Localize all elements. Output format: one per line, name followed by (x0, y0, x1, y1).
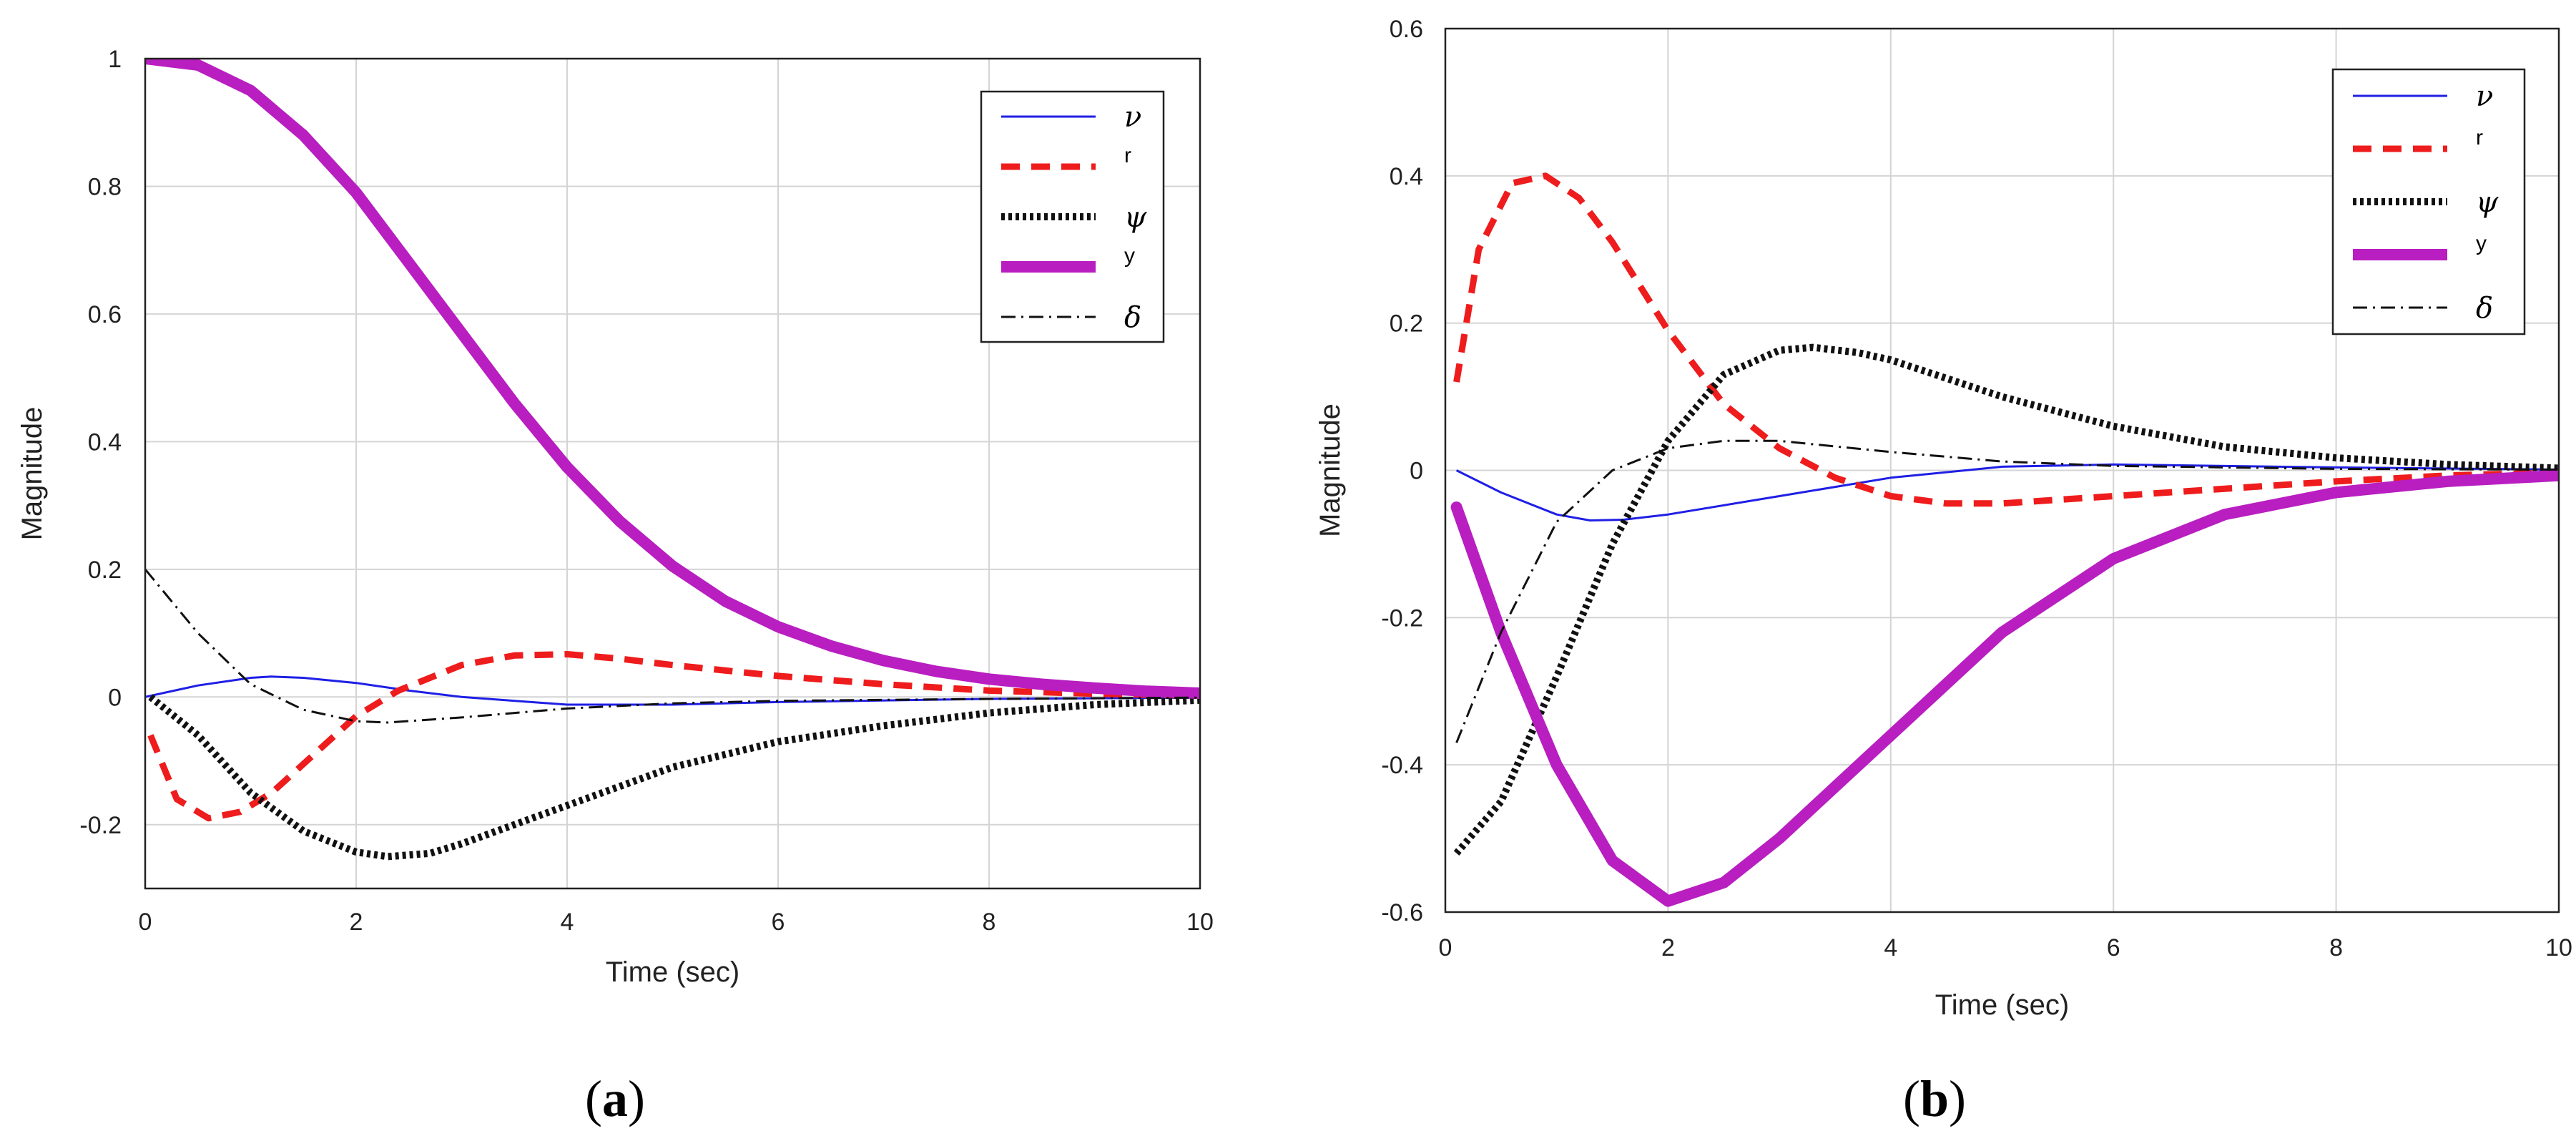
y-tick-label: -0.4 (1381, 752, 1423, 779)
y-tick-label: 0.4 (1390, 163, 1423, 190)
y-tick-label: 0.6 (88, 301, 122, 328)
y-axis-label: Magnitude (16, 407, 48, 541)
legend-label: ψ (2476, 186, 2499, 219)
y-tick-label: 0.2 (88, 557, 122, 584)
x-tick-label: 0 (1439, 934, 1452, 961)
x-tick-label: 4 (561, 909, 574, 936)
chart-a: 0 2 4 6 8 10 -0.2 0 0.2 0.4 0.6 0.8 1 Time (sec) Magni… (16, 46, 1214, 1127)
panel-letter: b (1920, 1070, 1949, 1127)
legend-label: ν (2476, 80, 2493, 113)
panel-label: (b) (1903, 1070, 1966, 1127)
series-line-nu (1455, 463, 2559, 522)
y-tick-label: -0.6 (1381, 899, 1423, 926)
legend-label: δ (1124, 301, 1141, 334)
x-tick-label: 2 (1661, 934, 1675, 961)
series-line-nu (145, 675, 1200, 706)
legend-label: ψ (1124, 201, 1147, 234)
y-tick-label: 0.6 (1390, 16, 1423, 43)
x-tick-label: 2 (350, 909, 363, 936)
series-line-psi (148, 694, 1200, 861)
x-tick-label: 8 (2329, 934, 2343, 961)
y-tick-label: 0 (108, 684, 122, 711)
y-tick-label: 0.8 (88, 173, 122, 200)
x-tick-label: 8 (983, 909, 996, 936)
x-tick-label: 0 (139, 909, 152, 936)
axes-frame (1444, 27, 2560, 914)
legend-label: r (1124, 144, 1131, 167)
legend-label: δ (2476, 292, 2493, 325)
chart-b: 0 2 4 6 8 10 -0.6 -0.4 -0.2 0 0.2 0.4 0.6 Time (sec) M… (1314, 16, 2572, 1127)
legend-box (2331, 68, 2526, 336)
x-tick-label: 4 (1884, 934, 1897, 961)
x-tick-label: 10 (2545, 934, 2572, 961)
panel-label: (a) (585, 1070, 645, 1127)
series-line-r (147, 651, 1200, 822)
x-tick-label: 10 (1186, 909, 1214, 936)
series-line-r (1453, 172, 2559, 507)
y-tick-label: 0.2 (1390, 310, 1423, 338)
axes-frame (144, 57, 1201, 890)
y-tick-label: 1 (108, 46, 122, 73)
series-line-y (1450, 469, 2559, 907)
series-line-y (145, 59, 1200, 699)
legend-label: y (2476, 232, 2487, 255)
panel-letter: a (602, 1070, 628, 1127)
y-tick-label: 0 (1410, 458, 1423, 485)
x-tick-label: 6 (772, 909, 785, 936)
x-axis-label: Time (sec) (1935, 989, 2069, 1021)
y-tick-label: -0.2 (79, 812, 122, 839)
x-axis-label: Time (sec) (606, 956, 739, 988)
x-tick-label: 6 (2107, 934, 2120, 961)
y-tick-label: 0.4 (88, 429, 122, 456)
legend-label: y (1124, 244, 1135, 268)
legend-label: ν (1124, 101, 1141, 134)
legend-label: r (2476, 126, 2483, 150)
series-line-delta (145, 568, 1200, 724)
y-axis-label: Magnitude (1314, 403, 1346, 537)
y-tick-label: -0.2 (1381, 604, 1423, 632)
